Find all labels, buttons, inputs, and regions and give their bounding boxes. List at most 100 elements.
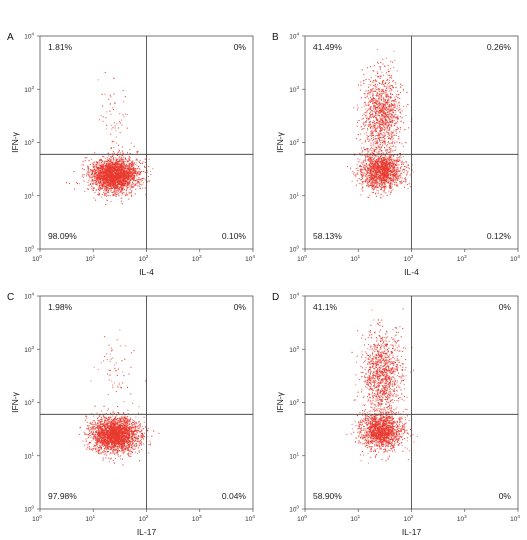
panel-a-point [122, 151, 124, 153]
panel-a-point [110, 96, 112, 98]
panel-a-point [121, 124, 123, 126]
panel-a-point [120, 190, 122, 192]
panel-a-point [102, 163, 104, 165]
panel-a-point [90, 180, 92, 182]
panel-b-point [363, 164, 365, 166]
panel-b-point [374, 166, 376, 168]
panel-a-point [106, 158, 108, 160]
panel-a-point [99, 172, 101, 174]
panel-b-point [372, 162, 374, 164]
panel-a-point [113, 194, 115, 196]
panel-a-letter: A [7, 32, 14, 43]
panel-b-point [365, 180, 367, 182]
panel-b-point [369, 170, 371, 172]
panel-b-point [373, 169, 375, 171]
panel-b-point [380, 75, 382, 77]
panel-a-point [136, 175, 138, 177]
panel-a-x-tick-label: 101 [85, 254, 95, 263]
panel-b-point [405, 181, 407, 183]
panel-a-point [97, 172, 99, 174]
panel-a-point [117, 173, 119, 175]
panel-a-point [119, 173, 121, 175]
panel-b-point [369, 106, 371, 108]
panel-a-point [119, 164, 121, 166]
panel-a-point [123, 182, 125, 184]
panel-a-y-axis-title: IFN-γ [10, 131, 20, 153]
panel-a-point [124, 183, 126, 185]
panel-b-point [369, 177, 371, 179]
panel-b-point [385, 174, 387, 176]
panel-b-point [380, 110, 382, 112]
panel-a-point [95, 169, 97, 171]
panel-b-point [377, 171, 379, 173]
panel-a-point [96, 161, 98, 163]
panel-a-point [128, 177, 130, 179]
panel-a-point [122, 178, 124, 180]
panel-a-point [98, 119, 100, 121]
panel-b-point [362, 190, 364, 192]
panel-a-point [97, 175, 99, 177]
panel-b-point [398, 164, 400, 166]
panel-b-point [379, 172, 381, 174]
panel-a-point [90, 183, 92, 185]
panel-a-point [102, 120, 104, 122]
panel-b-point [353, 172, 355, 174]
panel-a-point [98, 194, 100, 196]
panel-a-point [121, 174, 123, 176]
panel-b-point [378, 104, 380, 106]
panel-b-point [353, 107, 355, 109]
panel-a-point [100, 177, 102, 179]
panel-b-point [402, 156, 404, 158]
panel-b-point [379, 161, 381, 163]
panel-a-point [132, 181, 134, 183]
panel-a-point [121, 176, 123, 178]
panel-b-point [379, 183, 381, 185]
panel-b-point [377, 119, 379, 121]
panel-b-point [380, 147, 382, 149]
panel-a-point [127, 166, 129, 168]
panel-b-point [360, 183, 362, 185]
panel-b-point [355, 174, 357, 176]
panel-a-point [134, 177, 136, 179]
panel-b-point [365, 139, 367, 141]
panel-b-point [370, 125, 372, 127]
panel-a-point [115, 192, 117, 194]
panel-b-point [403, 180, 405, 182]
panel-a-point [90, 188, 92, 190]
panel-b-point [395, 129, 397, 131]
panel-b-point [382, 157, 384, 159]
panel-b-point [386, 131, 388, 133]
panel-a-point [96, 167, 98, 169]
panel-b-point [390, 142, 392, 144]
panel-b-point [384, 176, 386, 178]
panel-a-point [118, 160, 120, 162]
panel-b-point [364, 180, 366, 182]
panel-b-point [382, 120, 384, 122]
panel-b-point [378, 136, 380, 138]
panel-b-point [395, 159, 397, 161]
panel-b-point [372, 96, 374, 98]
panel-a-point [96, 166, 98, 168]
panel-a-point [118, 161, 120, 163]
panel-b-point [359, 152, 361, 154]
panel-b-point [387, 116, 389, 118]
panel-a-point [98, 180, 100, 182]
panel-b-point [380, 188, 382, 190]
panel-b-point [375, 187, 377, 189]
panel-a-point [96, 168, 98, 170]
panel-a-point [138, 174, 140, 176]
panel-b-point [370, 101, 372, 103]
panel-a-point [114, 189, 116, 191]
panel-a-point [115, 130, 117, 132]
panel-a-y-tick-label: 103 [24, 85, 34, 94]
panel-b-point [393, 170, 395, 172]
panel-b-point [392, 174, 394, 176]
panel-a-point [113, 193, 115, 195]
panel-a-x-tick-exponent: 4 [252, 254, 255, 259]
panel-a-point [120, 182, 122, 184]
panel-a-point [103, 183, 105, 185]
panel-b-point [378, 126, 380, 128]
panel-a-point [98, 164, 100, 166]
panel-b-point [367, 154, 369, 156]
panel-a-point [115, 161, 117, 163]
